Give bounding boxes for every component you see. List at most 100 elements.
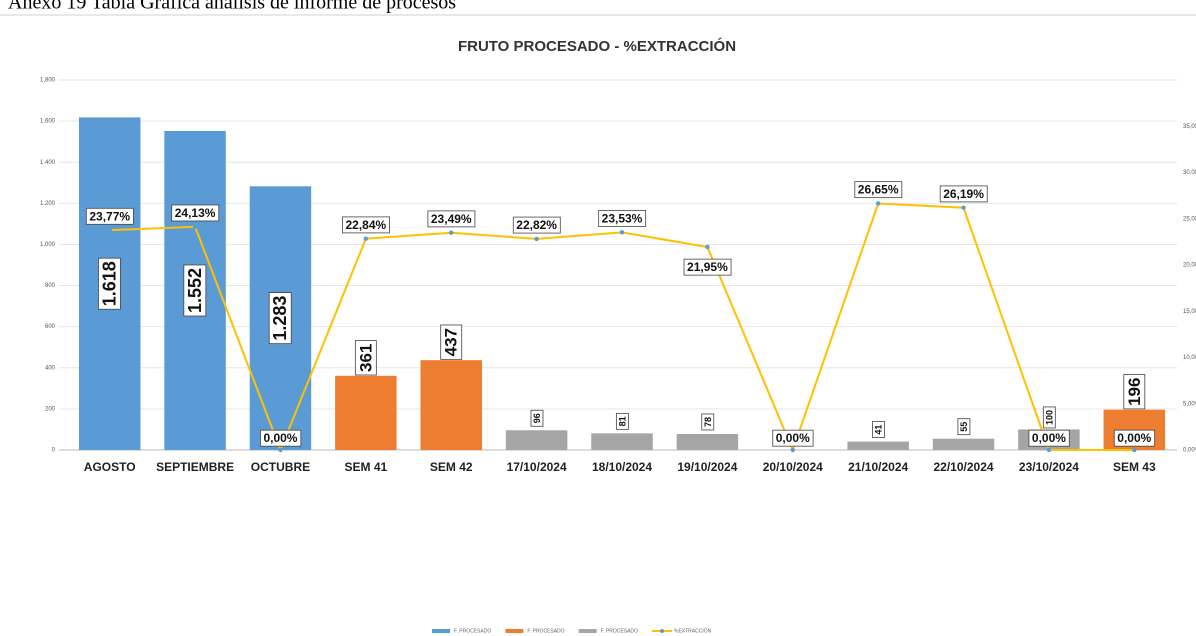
data-label-box [772, 429, 814, 447]
y-tick-label: 800 [45, 283, 56, 289]
data-label-text: 1.618 [99, 261, 119, 306]
y-tick-label: 1.600 [40, 119, 56, 125]
y-tick-label: 600 [45, 324, 56, 330]
line-point [705, 244, 710, 250]
y2-tick-label: 0,00% [1183, 448, 1196, 454]
data-label-text: 22,82% [516, 218, 557, 232]
bar [676, 433, 739, 450]
bar [505, 430, 568, 450]
data-label-text: 21,95% [687, 260, 728, 274]
line-point [449, 230, 454, 235]
data-label: 22,82% [512, 216, 561, 234]
data-label: 0,00% [1113, 429, 1156, 447]
bar [335, 375, 397, 450]
x-tick-label: 17/10/2024 [507, 460, 567, 474]
data-label: 26,65% [854, 181, 903, 199]
data-label: 23,53% [598, 210, 647, 227]
data-label: 100 [1042, 406, 1056, 429]
data-label-box [1028, 429, 1070, 447]
data-label: 23,77% [85, 207, 134, 225]
y-tick-label: 1.800 [40, 78, 56, 84]
data-label-text: 55 [959, 422, 969, 432]
data-label-box [683, 258, 732, 276]
y-tick-label: 1.000 [40, 242, 56, 248]
x-tick-label: AGOSTO [84, 460, 136, 474]
y2-tick-label: 35,00% [1183, 124, 1196, 130]
data-label-text: 196 [1125, 378, 1144, 406]
data-label-text: 23,49% [431, 212, 472, 226]
data-label-box [440, 324, 463, 360]
data-label-box [427, 210, 476, 228]
y-tick-label: 1.200 [40, 201, 56, 207]
data-label-text: 81 [617, 416, 627, 426]
data-label: 55 [957, 418, 971, 436]
y2-tick-label: 15,00% [1183, 309, 1196, 315]
y-tick-label: 0 [52, 448, 56, 454]
data-label: 78 [701, 413, 715, 431]
data-label-box [598, 210, 647, 227]
y2-tick-label: 30,00% [1183, 170, 1196, 176]
data-label-text: 24,13% [175, 206, 216, 220]
line-point [107, 227, 112, 233]
data-label-box [530, 409, 544, 427]
data-label-box [1042, 406, 1056, 429]
data-label-box [85, 207, 134, 225]
data-label-text: 23,53% [602, 212, 643, 226]
legend-label: F. PROCESADO [601, 628, 638, 634]
line-point [790, 447, 795, 453]
line-point [1046, 447, 1052, 453]
data-label: 96 [530, 409, 544, 427]
data-label: 361 [354, 340, 377, 376]
line-point [278, 447, 283, 453]
data-label-text: 361 [356, 344, 375, 372]
x-tick-label: 21/10/2024 [848, 460, 908, 474]
x-tick-label: SEPTIEMBRE [156, 460, 234, 474]
x-tick-label: 18/10/2024 [592, 460, 652, 474]
x-tick-label: 22/10/2024 [934, 460, 994, 474]
caption: Anexo 19 Tabla Gráfica análisis de infor… [8, 0, 456, 14]
data-label-text: 437 [442, 328, 461, 356]
y-tick-label: 1.400 [40, 160, 56, 166]
data-label-text: 1.552 [185, 268, 205, 313]
data-label-box [260, 429, 302, 447]
data-label-box [268, 292, 292, 345]
data-label: 1.552 [183, 264, 207, 317]
line-point [363, 236, 369, 241]
data-label-text: 41 [874, 425, 884, 435]
legend-swatch [505, 629, 524, 633]
legend-swatch [578, 629, 597, 633]
bar [932, 438, 995, 450]
data-label-text: 78 [703, 417, 713, 427]
data-label-text: 1.283 [270, 296, 290, 341]
line-point [1132, 447, 1137, 453]
data-label-text: 23,77% [89, 209, 130, 223]
x-tick-label: 20/10/2024 [763, 460, 823, 474]
data-label: 1.283 [268, 292, 292, 345]
data-label-box [615, 412, 629, 430]
data-label-text: 96 [532, 413, 542, 423]
data-label-box [701, 413, 715, 431]
bar [420, 360, 482, 450]
data-label-box [512, 216, 561, 234]
data-label: 24,13% [171, 204, 220, 222]
data-label: 196 [1123, 374, 1146, 410]
line-point [534, 236, 539, 242]
data-label-box [957, 418, 971, 436]
line-point [875, 201, 881, 206]
data-label-box [183, 264, 207, 317]
legend-label: F. PROCESADO [527, 628, 564, 634]
data-label: 0,00% [1028, 429, 1070, 447]
y-tick-label: 200 [45, 406, 56, 412]
legend-swatch [432, 629, 450, 633]
data-label-text: 0,00% [776, 431, 810, 445]
bar [591, 433, 653, 450]
data-label: 0,00% [260, 429, 302, 447]
data-label: 1.618 [98, 257, 121, 310]
data-label-text: 26,65% [858, 183, 899, 197]
data-label: 26,19% [939, 185, 988, 203]
data-label-text: 26,19% [943, 187, 984, 201]
legend-swatch-dot [660, 629, 665, 633]
data-label-text: 100 [1044, 410, 1054, 425]
data-label-box [1113, 429, 1156, 447]
